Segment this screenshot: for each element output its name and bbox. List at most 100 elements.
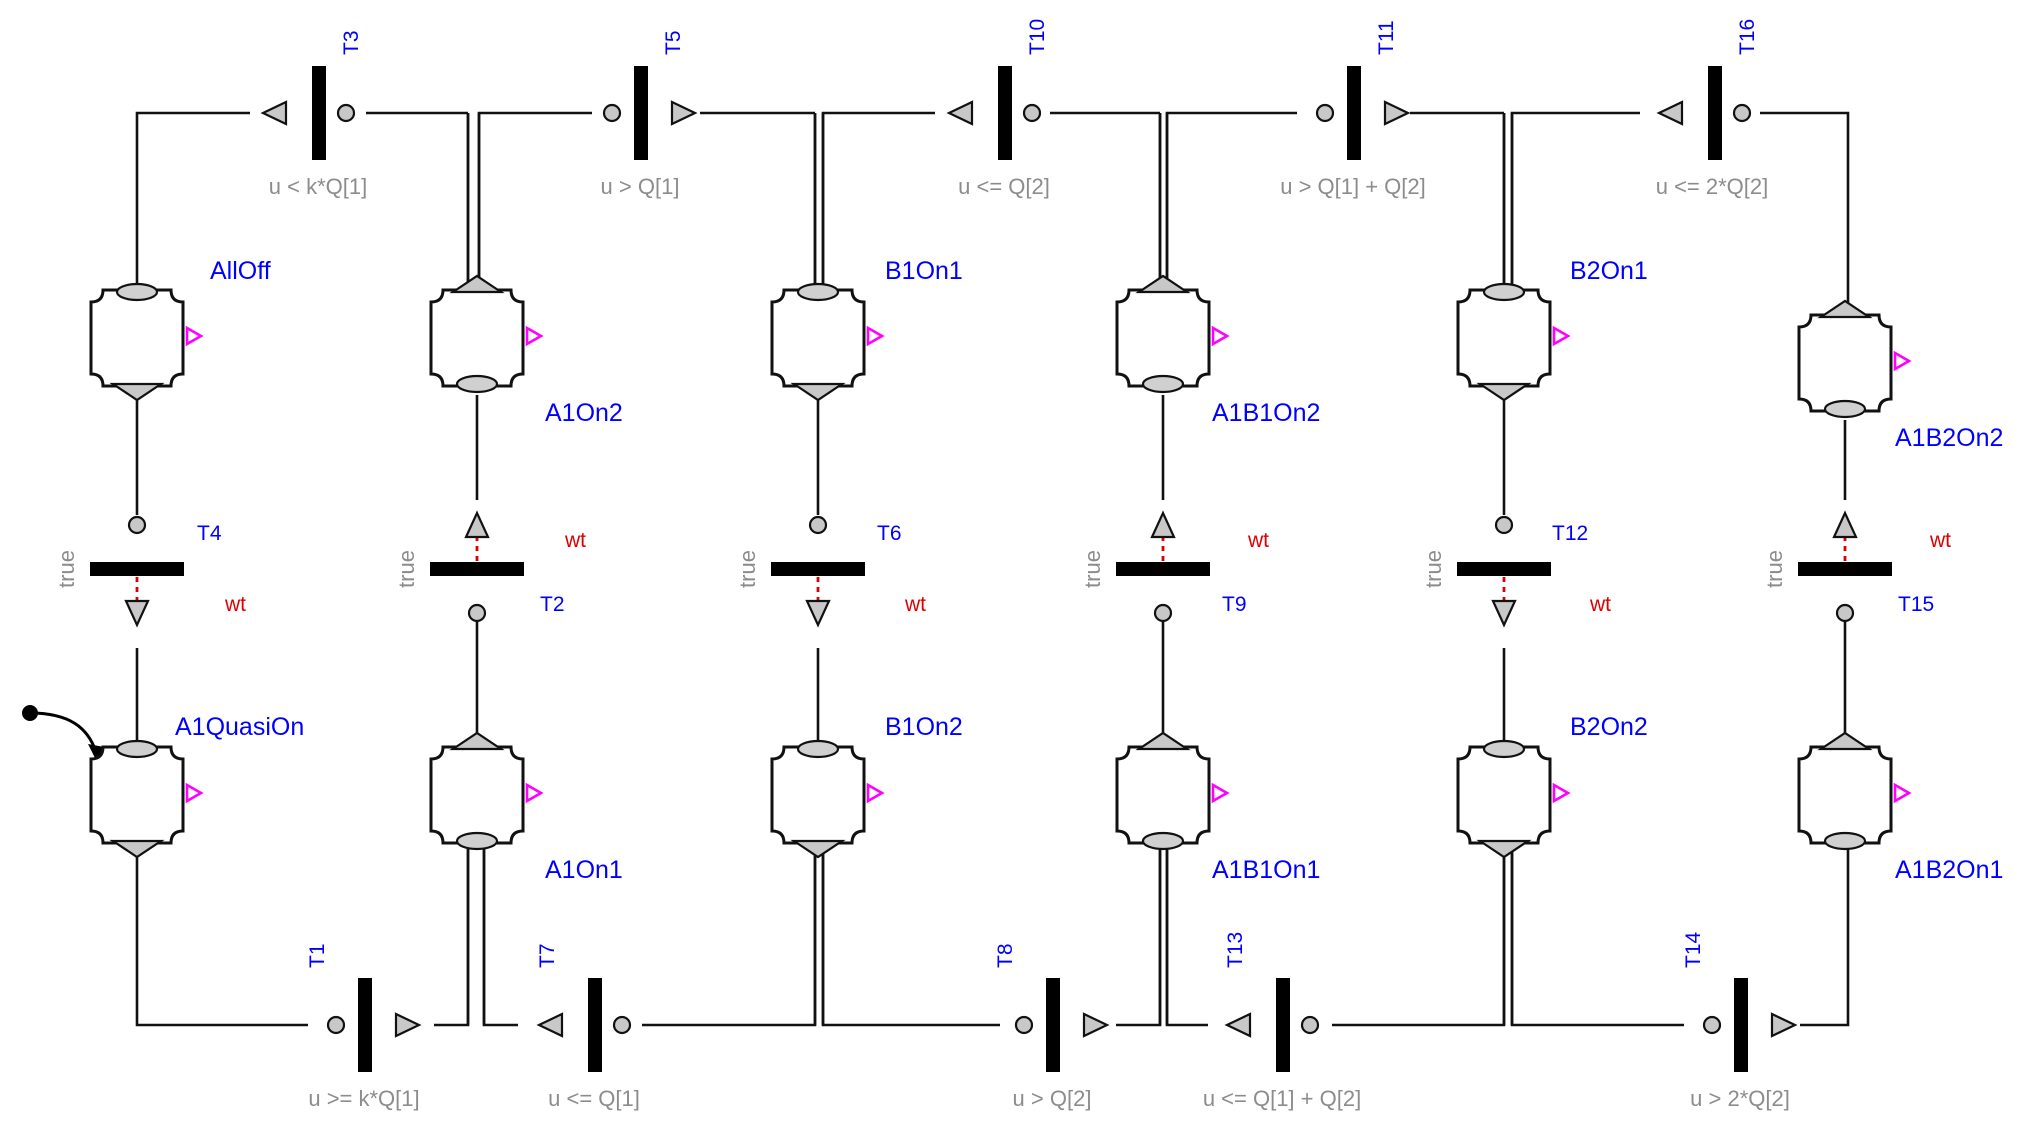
- transition-name: T2: [540, 593, 565, 616]
- transition-inport: [127, 515, 147, 535]
- transition-outport: [394, 1012, 422, 1038]
- step-A1B1On1[interactable]: A1B1On1: [1115, 731, 1320, 884]
- step-B1On2[interactable]: B1On2: [770, 713, 963, 859]
- transition-inport: [1022, 103, 1042, 123]
- transition-inport: [336, 103, 356, 123]
- transition-outport: [536, 1012, 564, 1038]
- step-A1On1[interactable]: A1On1: [429, 731, 623, 884]
- transition-outport: [1150, 510, 1176, 539]
- transition-outport: [1383, 100, 1411, 126]
- wait-time-label: wt: [1589, 593, 1611, 616]
- step-name: A1B2On2: [1895, 424, 2003, 452]
- transition-bar: [1116, 562, 1210, 576]
- step-A1B2On1[interactable]: A1B2On1: [1797, 731, 2003, 884]
- step-name: AllOff: [210, 257, 271, 285]
- transition-bottom_transitions-4[interactable]: T14 u > 2*Q[2]: [1682, 931, 1798, 1111]
- step-name: B2On1: [1570, 257, 1648, 285]
- step-B2On1[interactable]: B2On1: [1456, 257, 1648, 402]
- transition-outport: [805, 599, 831, 628]
- transition-condition: true: [54, 550, 79, 588]
- transition-name: T7: [536, 943, 559, 968]
- transition-bottom_transitions-2[interactable]: T8 u > Q[2]: [994, 943, 1110, 1111]
- step-outport: [790, 382, 846, 402]
- step-body: [1456, 288, 1552, 388]
- steps-layer: AllOff A1On2 B1On1 A1B1On2 B2On1 A1B2On2 A1Qua…: [89, 257, 2003, 884]
- step-active-output: [1211, 782, 1230, 804]
- transition-bar: [90, 562, 184, 576]
- step-A1B2On2[interactable]: A1B2On2: [1797, 299, 2003, 452]
- step-inport: [115, 739, 159, 759]
- transition-inport: [467, 603, 487, 623]
- step-A1On2[interactable]: A1On2: [429, 274, 623, 427]
- transition-name: T15: [1898, 593, 1934, 616]
- step-active-output: [1552, 782, 1571, 804]
- step-inport: [115, 282, 159, 302]
- transition-T9[interactable]: true T9 wt: [1080, 510, 1269, 623]
- transition-bottom_transitions-3[interactable]: T13 u <= Q[1] + Q[2]: [1203, 932, 1361, 1111]
- step-A1B1On2[interactable]: A1B1On2: [1115, 274, 1320, 427]
- wait-time-label: wt: [564, 529, 586, 552]
- transition-condition: u > Q[1] + Q[2]: [1280, 174, 1426, 199]
- step-inport: [1817, 299, 1873, 319]
- bottom-wiring: [135, 830, 1850, 1027]
- transition-condition: true: [1762, 550, 1787, 588]
- step-outport: [1823, 399, 1867, 419]
- transition-bar: [312, 66, 326, 160]
- transition-bar: [771, 562, 865, 576]
- step-name: A1B2On1: [1895, 856, 2003, 884]
- step-name: A1B1On2: [1212, 399, 1320, 427]
- transition-condition: u > Q[2]: [1013, 1086, 1092, 1111]
- transition-inport: [1732, 103, 1752, 123]
- step-active-output: [525, 782, 544, 804]
- transition-condition: u <= Q[2]: [958, 174, 1050, 199]
- transition-outport: [1491, 599, 1517, 628]
- transition-name: T5: [662, 30, 685, 55]
- transition-top_transitions-3[interactable]: T11 u > Q[1] + Q[2]: [1280, 20, 1426, 199]
- transition-top_transitions-4[interactable]: T16 u <= 2*Q[2]: [1656, 19, 1769, 199]
- transition-outport: [1224, 1012, 1252, 1038]
- step-B2On2[interactable]: B2On2: [1456, 713, 1648, 859]
- step-AllOff[interactable]: AllOff: [89, 257, 271, 402]
- transition-T6[interactable]: true T6 wt: [735, 515, 926, 628]
- transition-top_transitions-2[interactable]: T10 u <= Q[2]: [946, 19, 1050, 199]
- transition-T12[interactable]: true T12 wt: [1421, 515, 1611, 628]
- transition-condition: u <= 2*Q[2]: [1656, 174, 1769, 199]
- transition-name: T3: [340, 30, 363, 55]
- transition-bottom_transitions-1[interactable]: T7 u <= Q[1]: [536, 943, 640, 1111]
- step-body: [770, 745, 866, 845]
- step-active-output: [866, 782, 885, 804]
- transition-T15[interactable]: true T15 wt: [1762, 510, 1951, 623]
- transition-top_transitions-1[interactable]: T5 u > Q[1]: [601, 30, 698, 199]
- transition-name: T6: [877, 522, 902, 545]
- transition-bottom_transitions-0[interactable]: T1 u >= k*Q[1]: [306, 943, 422, 1111]
- step-name: B2On2: [1570, 713, 1648, 741]
- transition-T4[interactable]: true T4 wt: [54, 515, 246, 628]
- step-outport: [1476, 839, 1532, 859]
- step-name: B1On2: [885, 713, 963, 741]
- step-active-output: [185, 325, 204, 347]
- step-body: [770, 288, 866, 388]
- step-active-output: [185, 782, 204, 804]
- step-body: [1115, 745, 1211, 845]
- step-inport: [449, 731, 505, 751]
- transition-inport: [1014, 1015, 1034, 1035]
- step-A1QuasiOn[interactable]: A1QuasiOn: [89, 713, 304, 859]
- transition-name: T12: [1552, 522, 1588, 545]
- step-B1On1[interactable]: B1On1: [770, 257, 963, 402]
- transition-condition: u > 2*Q[2]: [1690, 1086, 1790, 1111]
- transition-inport: [612, 1015, 632, 1035]
- step-name: A1B1On1: [1212, 856, 1320, 884]
- transition-condition: true: [735, 550, 760, 588]
- step-outport: [1141, 374, 1185, 394]
- transition-name: T8: [994, 943, 1017, 968]
- step-body: [429, 288, 525, 388]
- step-name: A1On1: [545, 856, 623, 884]
- transition-inport: [1315, 103, 1335, 123]
- transition-T2[interactable]: true T2 wt: [394, 510, 586, 623]
- transition-bar: [1046, 978, 1060, 1072]
- transition-bar: [1798, 562, 1892, 576]
- transition-top_transitions-0[interactable]: T3 u < k*Q[1]: [260, 30, 367, 199]
- step-outport: [1141, 831, 1185, 851]
- transition-name: T14: [1682, 931, 1705, 968]
